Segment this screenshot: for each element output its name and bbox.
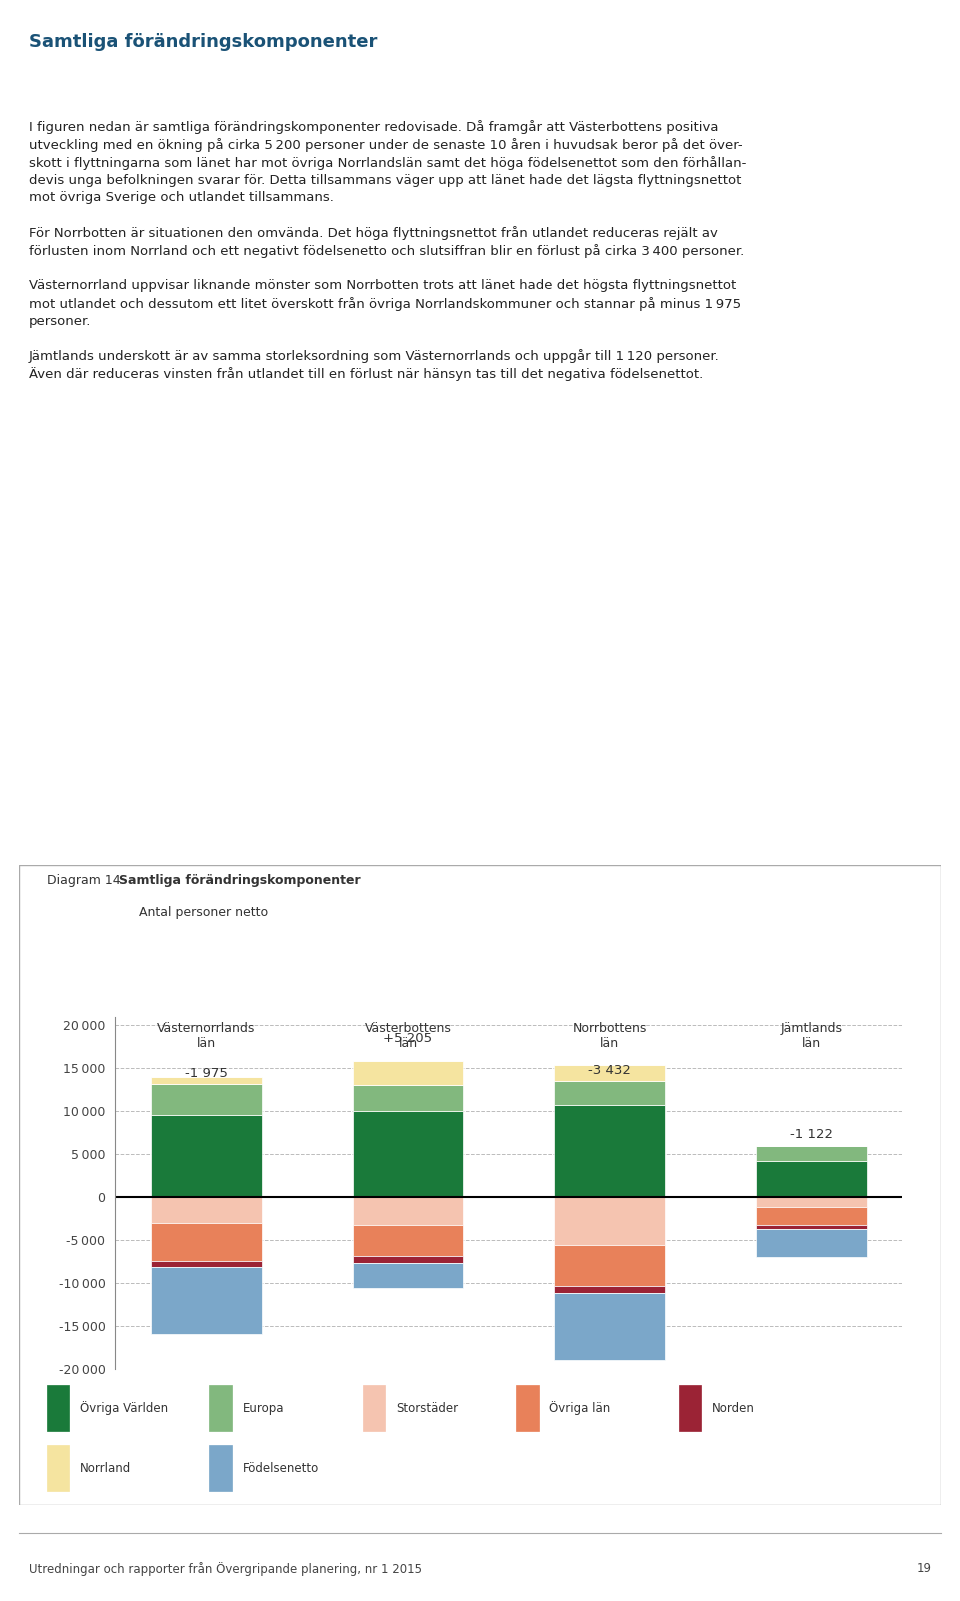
Bar [554, 1286, 665, 1294]
Bar [756, 1146, 867, 1161]
Bar [352, 1084, 464, 1111]
Bar [554, 1294, 665, 1359]
Bar [363, 1385, 385, 1431]
Bar [352, 1225, 464, 1257]
Text: Norden: Norden [712, 1401, 755, 1415]
Text: -1 975: -1 975 [185, 1066, 228, 1079]
Text: 19: 19 [916, 1563, 931, 1575]
Bar [554, 1081, 665, 1105]
Text: Jämtlands
län: Jämtlands län [780, 1021, 842, 1050]
Bar [151, 1198, 262, 1223]
Text: Norrbottens
län: Norrbottens län [572, 1021, 647, 1050]
Text: Europa: Europa [243, 1401, 284, 1415]
Bar [516, 1385, 539, 1431]
Bar [756, 1161, 867, 1198]
Text: -1 122: -1 122 [790, 1127, 832, 1142]
Text: +5 205: +5 205 [383, 1031, 433, 1044]
Text: Utredningar och rapporter från Övergripande planering, nr 1 2015: Utredningar och rapporter från Övergripa… [29, 1563, 421, 1575]
Text: I figuren nedan är samtliga förändringskomponenter redovisade. Då framgår att Vä: I figuren nedan är samtliga förändringsk… [29, 120, 746, 381]
Bar [554, 1105, 665, 1198]
Text: -3 432: -3 432 [588, 1065, 631, 1077]
Bar [151, 1116, 262, 1198]
Bar [209, 1446, 232, 1491]
Text: Övriga län: Övriga län [549, 1401, 611, 1415]
Bar [151, 1262, 262, 1268]
Bar [352, 1198, 464, 1225]
Text: Diagram 14:: Diagram 14: [47, 874, 129, 887]
Bar [151, 1223, 262, 1262]
Bar [151, 1268, 262, 1334]
Bar [47, 1385, 69, 1431]
Text: Övriga Världen: Övriga Världen [81, 1401, 168, 1415]
Text: Norrland: Norrland [81, 1462, 132, 1475]
Text: Storstäder: Storstäder [396, 1401, 458, 1415]
Text: Antal personer netto: Antal personer netto [139, 906, 268, 919]
Text: Samtliga förändringskomponenter: Samtliga förändringskomponenter [119, 874, 360, 887]
Bar [352, 1111, 464, 1198]
Bar [151, 1077, 262, 1084]
Bar [352, 1263, 464, 1289]
Bar [209, 1385, 232, 1431]
Bar [352, 1257, 464, 1263]
Bar [352, 1061, 464, 1084]
Bar [47, 1446, 69, 1491]
Text: Födelsenetto: Födelsenetto [243, 1462, 319, 1475]
Text: Västernorrlands
län: Västernorrlands län [157, 1021, 255, 1050]
Bar [554, 1246, 665, 1286]
Text: Samtliga förändringskomponenter: Samtliga förändringskomponenter [29, 34, 377, 51]
Bar [679, 1385, 701, 1431]
Bar [756, 1207, 867, 1225]
Bar [554, 1198, 665, 1246]
Bar [756, 1230, 867, 1257]
Bar [554, 1065, 665, 1081]
Text: Västerbottens
län: Västerbottens län [365, 1021, 451, 1050]
Bar [151, 1084, 262, 1116]
Bar [756, 1198, 867, 1207]
Bar [756, 1225, 867, 1230]
